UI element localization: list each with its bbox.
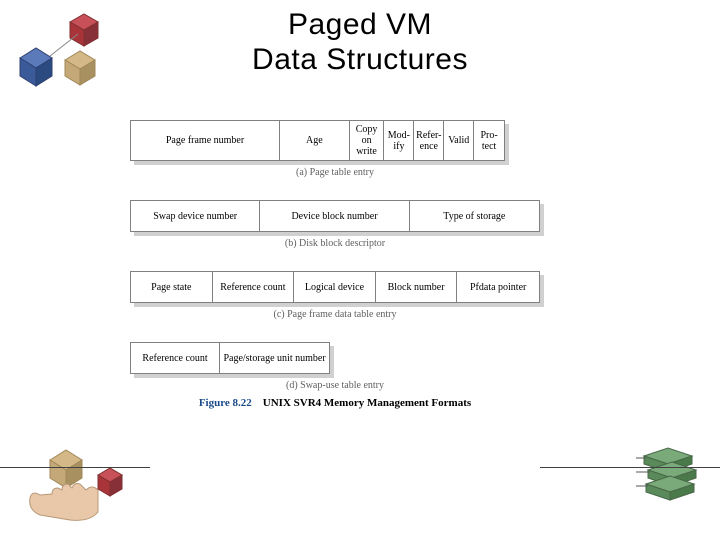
field-cell: Valid (444, 121, 474, 160)
decorative-cubes-bottom-right (636, 440, 706, 510)
decorative-cubes-top-left (10, 6, 120, 96)
field-cell: Pro-tect (474, 121, 504, 160)
divider-right (540, 467, 720, 468)
field-cell: Refer-ence (414, 121, 444, 160)
structure-caption: (d) Swap-use table entry (130, 380, 540, 391)
figure-number: Figure 8.22 (199, 397, 252, 409)
field-cell: Reference count (131, 343, 220, 373)
field-cell: Reference count (213, 272, 295, 302)
structure-caption: (c) Page frame data table entry (130, 309, 540, 320)
field-cell: Age (280, 121, 350, 160)
figure-title: Figure 8.22 UNIX SVR4 Memory Management … (130, 397, 540, 409)
decorative-cubes-bottom-left (20, 440, 140, 530)
field-cell: Logical device (294, 272, 376, 302)
diagram-content: Page frame numberAgeCopy on writeMod-ify… (130, 120, 590, 409)
title-line2: Data Structures (252, 43, 468, 76)
field-cell: Page state (131, 272, 213, 302)
structure-row: Page frame numberAgeCopy on writeMod-ify… (130, 120, 505, 161)
structure-row: Page stateReference countLogical deviceB… (130, 271, 540, 303)
structure-caption: (a) Page table entry (130, 167, 540, 178)
field-cell: Page/storage unit number (220, 343, 329, 373)
field-cell: Pfdata pointer (457, 272, 539, 302)
field-cell: Swap device number (131, 201, 260, 231)
field-cell: Mod-ify (384, 121, 414, 160)
field-cell: Block number (376, 272, 458, 302)
structure-row: Swap device numberDevice block numberTyp… (130, 200, 540, 232)
field-cell: Device block number (260, 201, 409, 231)
field-cell: Page frame number (131, 121, 280, 160)
divider-left (0, 467, 150, 468)
structure-row: Reference countPage/storage unit number (130, 342, 330, 374)
field-cell: Type of storage (410, 201, 539, 231)
structure-caption: (b) Disk block descriptor (130, 238, 540, 249)
figure-description: UNIX SVR4 Memory Management Formats (260, 397, 471, 409)
title-line1: Paged VM (288, 8, 432, 41)
field-cell: Copy on write (350, 121, 385, 160)
